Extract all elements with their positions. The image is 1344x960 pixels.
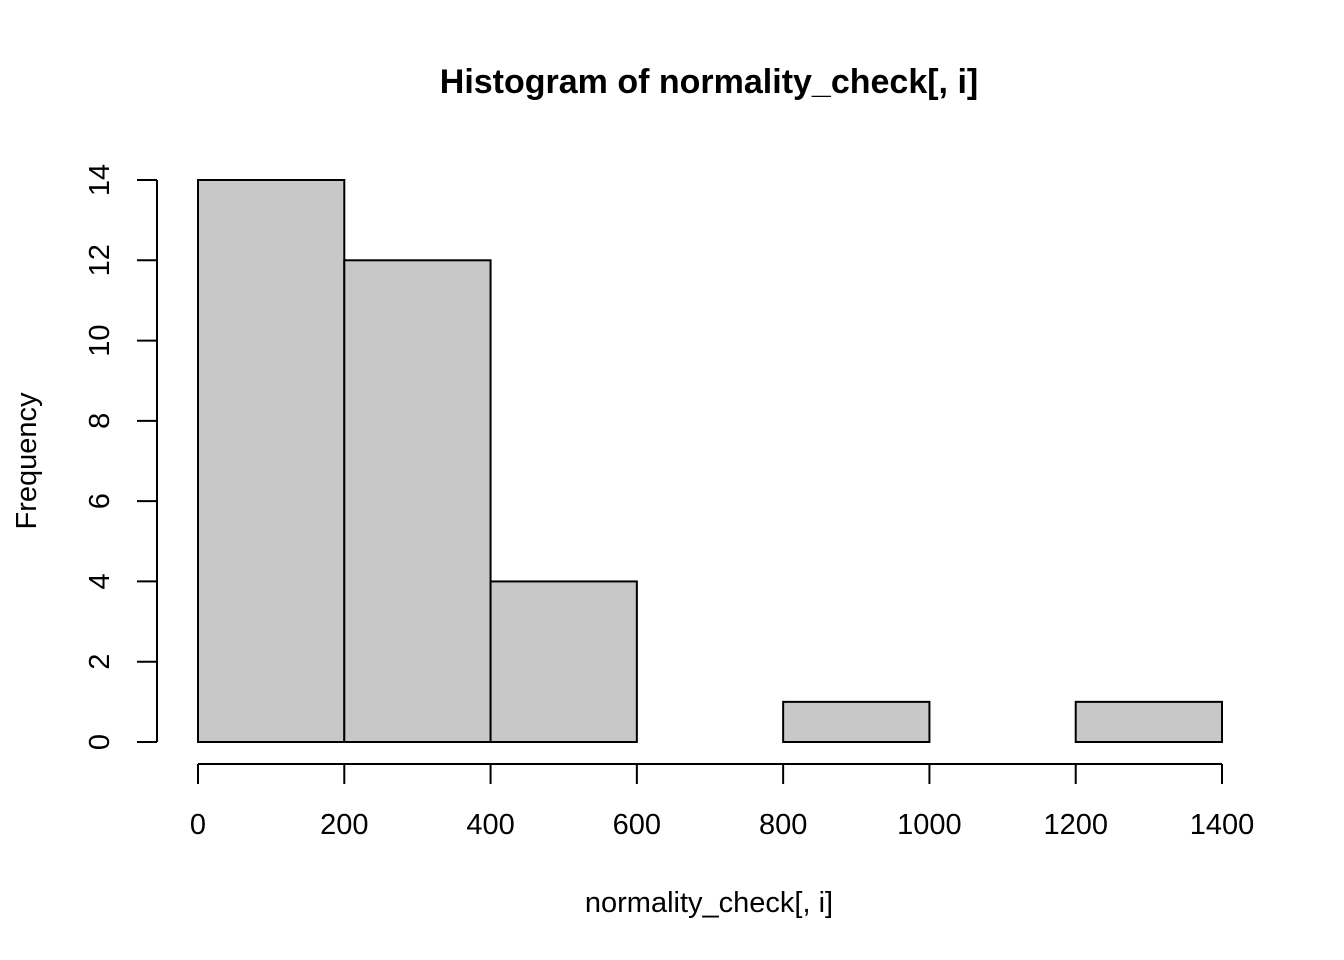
y-tick-label-10: 10 xyxy=(84,324,116,356)
histogram-bar-800-1000 xyxy=(782,700,931,743)
y-tick-label-2: 2 xyxy=(84,654,116,670)
y-tick-label-0: 0 xyxy=(84,734,116,750)
x-tick-label-1400: 1400 xyxy=(1190,809,1255,841)
histogram-bar-0-200 xyxy=(197,179,346,743)
x-tick-label-1200: 1200 xyxy=(1043,809,1108,841)
histogram-bar-400-600 xyxy=(489,580,638,744)
x-axis: 0 200 400 600 800 1000 1200 1400 xyxy=(190,763,1255,841)
y-tick-label-8: 8 xyxy=(84,413,116,429)
x-tick-label-800: 800 xyxy=(759,809,807,841)
histogram-bars xyxy=(197,179,1223,744)
y-tick-label-12: 12 xyxy=(84,244,116,276)
y-axis: 0 2 4 6 8 10 12 14 xyxy=(84,164,158,750)
y-tick-label-4: 4 xyxy=(84,573,116,589)
x-tick-label-400: 400 xyxy=(466,809,514,841)
x-tick-label-0: 0 xyxy=(190,809,206,841)
x-axis-label: normality_check[, i] xyxy=(585,887,833,919)
x-tick-label-600: 600 xyxy=(613,809,661,841)
x-tick-label-200: 200 xyxy=(320,809,368,841)
chart-title: Histogram of normality_check[, i] xyxy=(440,63,978,101)
y-tick-label-14: 14 xyxy=(84,164,116,196)
x-tick-label-1000: 1000 xyxy=(897,809,962,841)
histogram-bar-200-400 xyxy=(343,259,492,743)
histogram-bar-1200-1400 xyxy=(1074,700,1223,743)
y-axis-label: Frequency xyxy=(11,392,43,530)
y-tick-label-6: 6 xyxy=(84,493,116,509)
